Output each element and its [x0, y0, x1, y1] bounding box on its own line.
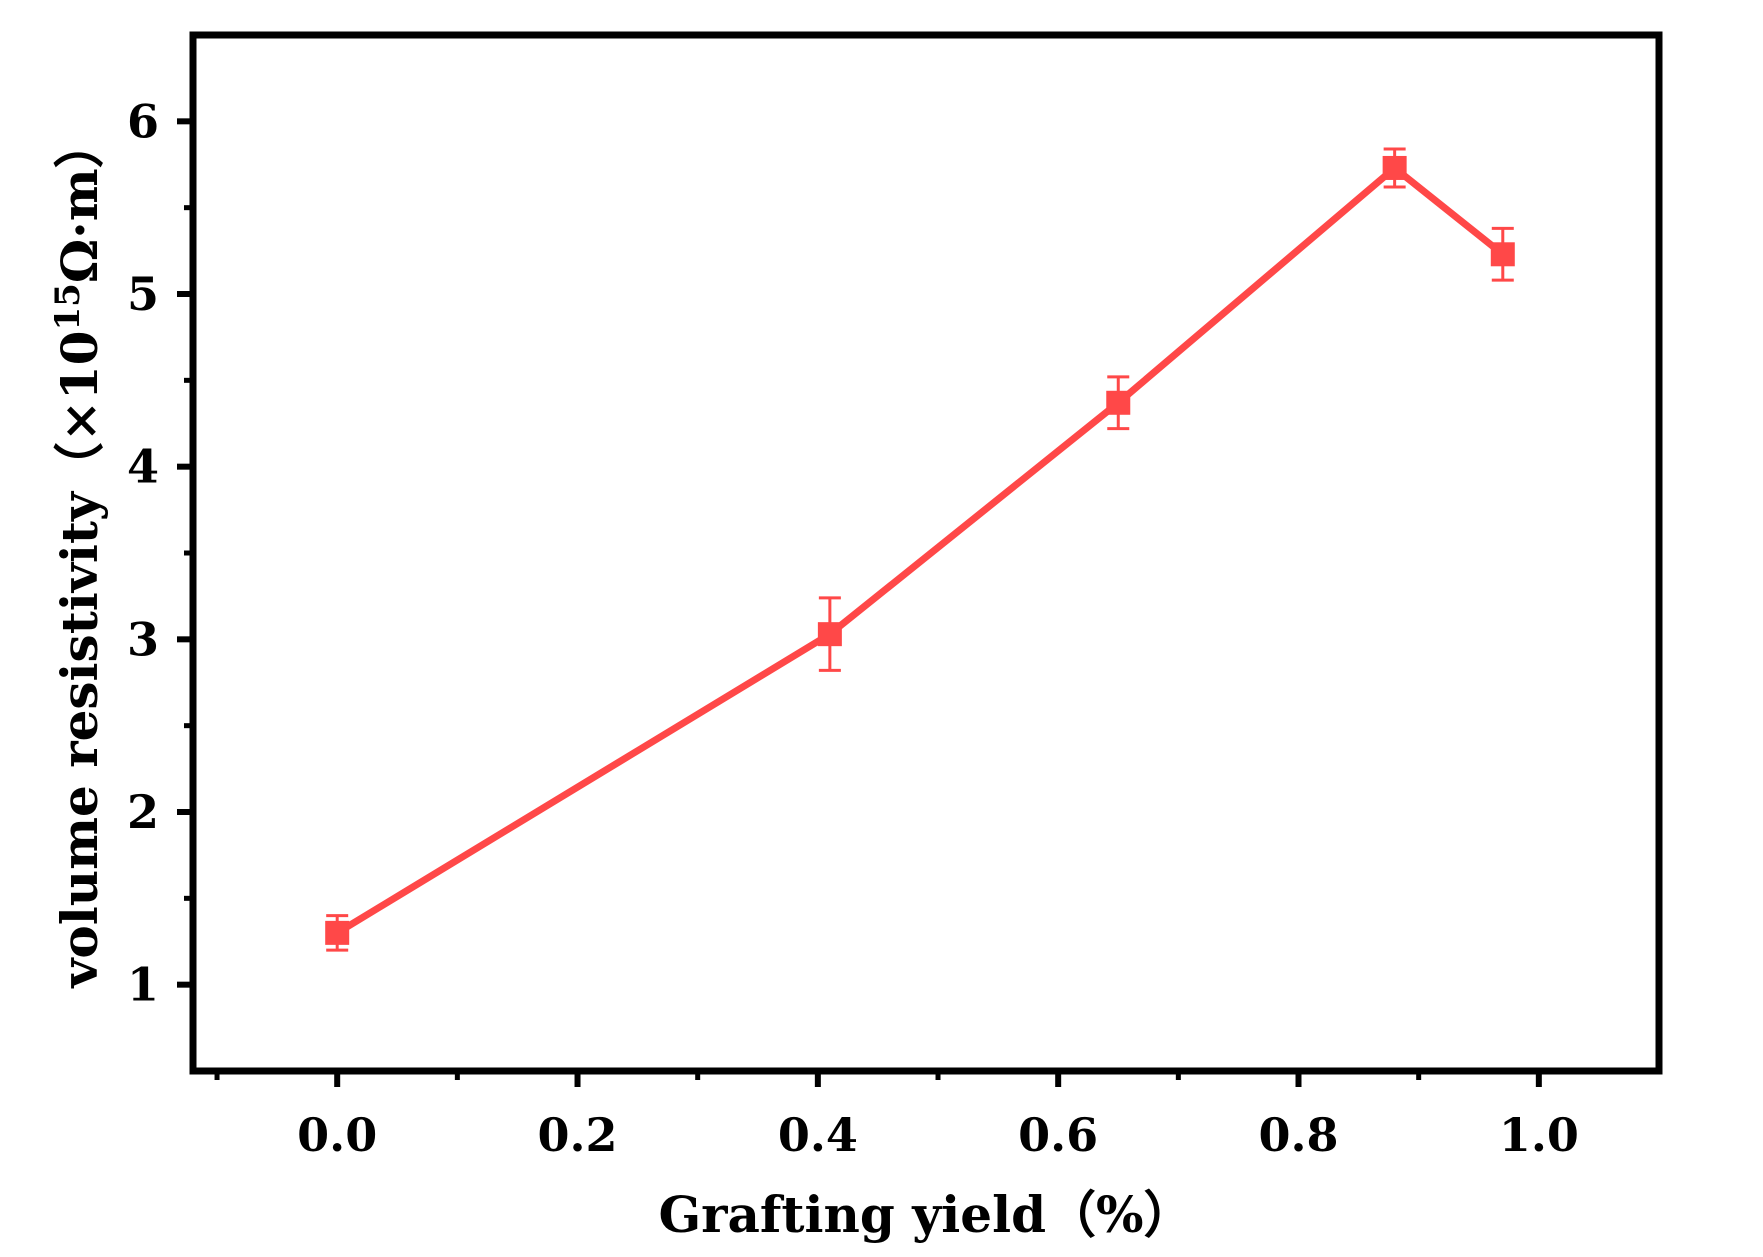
y-axis-title-main: volume resistivity（×10 — [50, 331, 109, 989]
tick-labels: 0.0 0.2 0.4 0.6 0.8 1.0 1 2 3 4 5 6 — [127, 94, 1579, 1162]
data-series — [325, 147, 1515, 952]
x-tick-label: 0.8 — [1258, 1108, 1338, 1162]
y-tick-label: 5 — [127, 267, 159, 321]
x-tick-label: 1.0 — [1499, 1108, 1579, 1162]
x-tick-label: 0.4 — [778, 1108, 858, 1162]
y-axis-title-exponent: 15 — [48, 283, 88, 330]
y-tick-label: 4 — [127, 440, 159, 494]
data-point — [1382, 155, 1407, 180]
series-line — [335, 164, 1505, 936]
y-tick-label: 2 — [127, 785, 159, 839]
data-point — [325, 920, 350, 945]
y-tick-label: 6 — [127, 94, 159, 148]
x-tick-label: 0.2 — [538, 1108, 618, 1162]
data-point — [817, 622, 842, 647]
x-axis-title: Grafting yield（%） — [658, 1185, 1193, 1244]
x-tick-label: 0.6 — [1018, 1108, 1098, 1162]
x-tick-label: 0.0 — [297, 1108, 377, 1162]
svg-text:volume resistivity（×1015Ω·m）: volume resistivity（×1015Ω·m） — [48, 118, 109, 988]
y-tick-label: 3 — [127, 612, 159, 666]
data-point — [1106, 390, 1131, 415]
y-axis-title: volume resistivity（×1015Ω·m） — [48, 118, 109, 988]
data-point — [1490, 242, 1515, 267]
y-tick-label: 1 — [127, 958, 159, 1012]
y-axis-title-unit: Ω·m） — [50, 118, 109, 283]
axis-ticks — [177, 118, 1542, 1087]
